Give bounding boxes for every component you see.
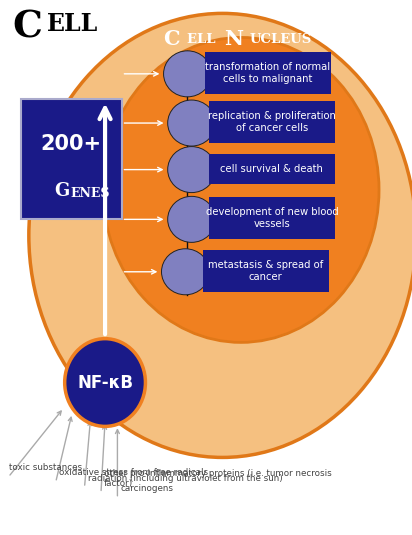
Ellipse shape — [65, 339, 145, 426]
Text: replication & proliferation
of cancer cells: replication & proliferation of cancer ce… — [208, 111, 336, 133]
Text: transformation of normal
cells to malignant: transformation of normal cells to malign… — [205, 62, 330, 84]
Text: other pro-inflammatory proteins (i.e. tumor necrosis
factor): other pro-inflammatory proteins (i.e. tu… — [104, 469, 332, 488]
Text: development of new blood
vessels: development of new blood vessels — [206, 207, 338, 230]
Ellipse shape — [168, 100, 215, 146]
Ellipse shape — [103, 37, 379, 342]
Text: NF-κB: NF-κB — [77, 373, 133, 392]
Text: toxic substances: toxic substances — [9, 463, 82, 472]
FancyBboxPatch shape — [203, 250, 329, 292]
FancyBboxPatch shape — [209, 154, 335, 184]
Text: carcinogens: carcinogens — [121, 484, 174, 493]
Text: 200+: 200+ — [40, 134, 102, 155]
Text: ELL: ELL — [47, 12, 98, 36]
Text: metastasis & spread of
cancer: metastasis & spread of cancer — [208, 259, 323, 282]
Ellipse shape — [162, 249, 209, 295]
Text: UCLEUS: UCLEUS — [250, 33, 312, 45]
Text: C: C — [12, 8, 42, 45]
Ellipse shape — [168, 147, 215, 193]
Ellipse shape — [168, 196, 215, 242]
Text: N: N — [225, 29, 243, 49]
Text: ENES: ENES — [70, 187, 110, 200]
Ellipse shape — [29, 13, 412, 457]
Text: G: G — [54, 182, 70, 200]
Text: cell survival & death: cell survival & death — [220, 164, 323, 174]
Text: ELL: ELL — [187, 33, 220, 45]
Text: radiation (including ultraviolet from the sun): radiation (including ultraviolet from th… — [88, 473, 283, 483]
Text: oxidative stress from free radicals: oxidative stress from free radicals — [59, 468, 208, 477]
FancyBboxPatch shape — [209, 197, 335, 239]
FancyBboxPatch shape — [209, 101, 335, 143]
Text: C: C — [163, 29, 179, 49]
FancyBboxPatch shape — [21, 99, 122, 219]
FancyBboxPatch shape — [205, 52, 331, 94]
Ellipse shape — [164, 51, 211, 97]
